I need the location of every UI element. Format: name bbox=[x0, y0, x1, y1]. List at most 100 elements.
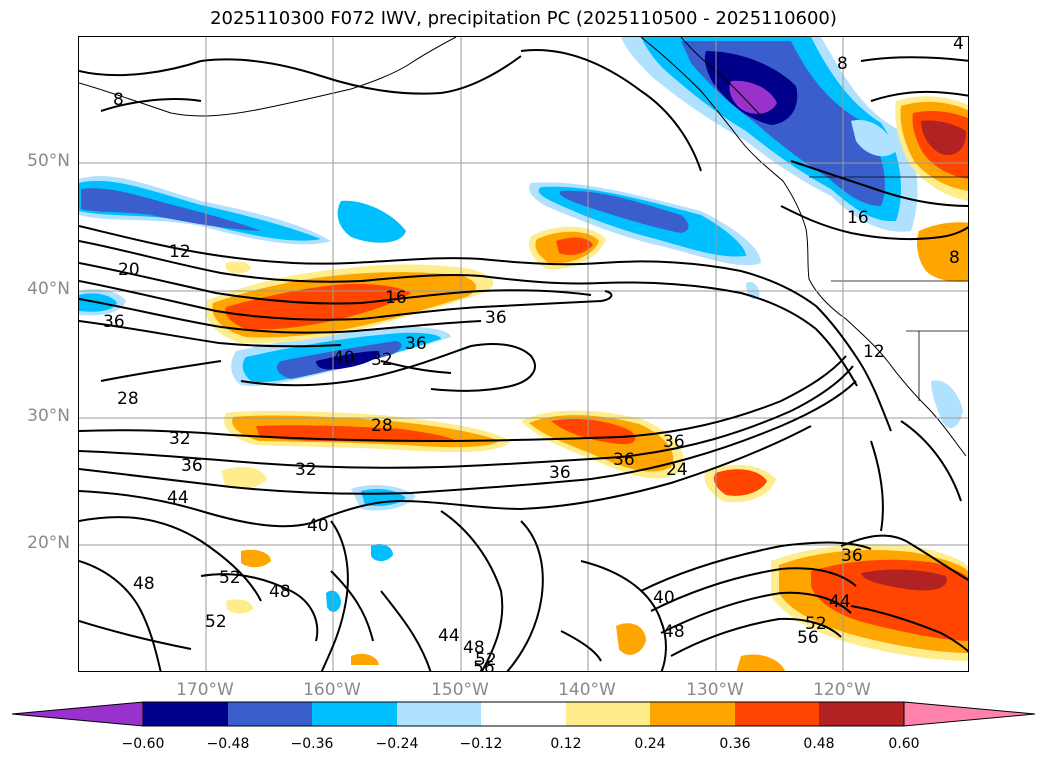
pos-area bbox=[221, 466, 267, 489]
contour-line bbox=[790, 160, 968, 207]
lat-label-50n: 50°N bbox=[27, 151, 70, 171]
contour-label: 28 bbox=[117, 389, 139, 409]
contour-line bbox=[440, 510, 504, 671]
colorbar-tick: 0.48 bbox=[803, 736, 835, 752]
contour-label: 20 bbox=[118, 260, 140, 280]
neg-area bbox=[79, 180, 321, 241]
colorbar-extend-min bbox=[11, 701, 144, 727]
contour-line bbox=[900, 420, 962, 502]
contour-line bbox=[79, 560, 162, 671]
lat-label-40n: 40°N bbox=[27, 279, 70, 299]
contour-label: 36 bbox=[103, 312, 125, 332]
contour-line bbox=[380, 360, 452, 374]
colorbar-tick: −0.36 bbox=[290, 736, 334, 752]
colorbar-segment bbox=[735, 702, 819, 726]
map-canvas: 4 8 8 16 12 20 16 36 36 36 40 32 28 28 3… bbox=[79, 37, 968, 672]
colorbar-segment bbox=[312, 702, 397, 726]
contour-label: 52 bbox=[219, 568, 241, 588]
contour-label: 32 bbox=[371, 350, 393, 370]
colorbar-tick: −0.24 bbox=[375, 736, 419, 752]
contour-line bbox=[100, 98, 202, 112]
contour-label: 52 bbox=[205, 612, 227, 632]
contour-label: 8 bbox=[113, 90, 124, 110]
pos-area bbox=[241, 549, 271, 568]
colorbar-segment bbox=[650, 702, 735, 726]
contour-label: 52 bbox=[805, 614, 827, 634]
pos-area bbox=[226, 599, 253, 614]
lon-label-140w: 140°W bbox=[558, 680, 616, 700]
contour-label: 36 bbox=[841, 546, 863, 566]
colorbar-segment bbox=[481, 702, 566, 726]
contour-label: 44 bbox=[829, 592, 851, 612]
lon-label-160w: 160°W bbox=[303, 680, 361, 700]
colorbar-extend-max bbox=[903, 701, 1036, 727]
contour-line bbox=[850, 605, 968, 653]
contour-line bbox=[200, 573, 319, 642]
contour-label: 36 bbox=[405, 334, 427, 354]
colorbar-tick: −0.48 bbox=[206, 736, 250, 752]
neg-area bbox=[931, 380, 963, 429]
contour-label: 56 bbox=[473, 658, 495, 672]
contour-line bbox=[320, 520, 349, 671]
contour-line bbox=[870, 90, 968, 102]
coastline bbox=[680, 37, 762, 117]
pos-area bbox=[616, 623, 646, 655]
contour-line bbox=[240, 343, 536, 392]
colorbar-tick: 0.60 bbox=[888, 736, 920, 752]
pos-area bbox=[713, 469, 767, 496]
contour-label: 12 bbox=[169, 242, 191, 262]
contour-line bbox=[79, 55, 522, 95]
contour-label: 48 bbox=[663, 622, 685, 642]
contour-label: 32 bbox=[169, 429, 191, 449]
contour-line bbox=[79, 280, 613, 321]
lat-label-30n: 30°N bbox=[27, 406, 70, 426]
contour-line bbox=[79, 298, 482, 334]
colorbar-outline bbox=[142, 701, 905, 727]
contour-line bbox=[79, 620, 192, 650]
neg-area bbox=[729, 80, 777, 114]
pos-area bbox=[917, 222, 968, 282]
contour-label: 28 bbox=[371, 416, 393, 436]
colorbar-segment bbox=[397, 702, 481, 726]
contour-label: 12 bbox=[863, 342, 885, 362]
precipitation-shading bbox=[79, 37, 968, 671]
contour-label: 56 bbox=[797, 628, 819, 648]
contour-line bbox=[580, 560, 667, 671]
lat-label-20n: 20°N bbox=[27, 533, 70, 553]
contour-line bbox=[79, 355, 847, 443]
contour-label: 8 bbox=[837, 54, 848, 74]
colorbar-tick: 0.12 bbox=[550, 736, 582, 752]
contour-labels: 4 8 8 16 12 20 16 36 36 36 40 32 28 28 3… bbox=[103, 37, 964, 672]
pos-area bbox=[921, 120, 967, 155]
contour-label: 4 bbox=[953, 37, 964, 54]
contour-line bbox=[79, 225, 892, 432]
contour-line bbox=[860, 56, 968, 62]
contour-line bbox=[79, 516, 262, 602]
contour-line bbox=[650, 567, 857, 612]
contour-label: 40 bbox=[333, 348, 355, 368]
neg-area bbox=[316, 351, 380, 370]
contour-line bbox=[79, 262, 592, 305]
gridlines bbox=[79, 37, 968, 671]
contour-line bbox=[780, 205, 968, 241]
coastline bbox=[79, 37, 457, 117]
colorbar-tick: 0.36 bbox=[719, 736, 751, 752]
contour-line bbox=[670, 617, 842, 657]
contour-line bbox=[79, 320, 342, 348]
contour-line bbox=[520, 49, 702, 172]
lon-label-150w: 150°W bbox=[431, 680, 489, 700]
contour-label: 16 bbox=[385, 288, 407, 308]
map-panel: 4 8 8 16 12 20 16 36 36 36 40 32 28 28 3… bbox=[78, 36, 969, 672]
lon-label-130w: 130°W bbox=[686, 680, 744, 700]
pos-area bbox=[226, 261, 251, 274]
contour-label: 32 bbox=[295, 460, 317, 480]
contour-line bbox=[79, 380, 857, 495]
contour-label: 40 bbox=[307, 516, 329, 536]
colorbar-tick: −0.12 bbox=[459, 736, 503, 752]
contour-label: 36 bbox=[485, 308, 507, 328]
plot-title: 2025110300 F072 IWV, precipitation PC (2… bbox=[210, 8, 837, 29]
pos-area bbox=[736, 654, 785, 671]
contour-line bbox=[840, 534, 968, 581]
contour-line bbox=[506, 520, 544, 671]
contour-label: 8 bbox=[949, 248, 960, 268]
